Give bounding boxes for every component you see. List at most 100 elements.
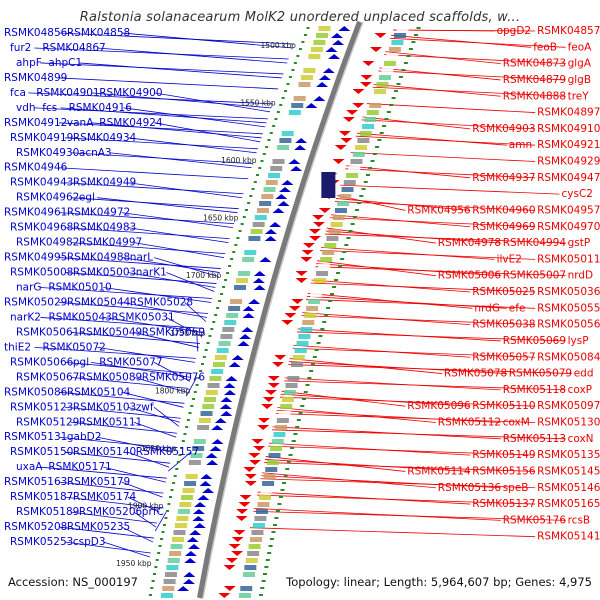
plus-strand-gene [262,397,275,402]
left-gene-label: RSMK04968 [10,222,73,234]
plus-strand-gene [332,159,345,164]
right-connector [264,459,471,472]
tick-dot [291,69,295,71]
feature-box-left [164,572,177,577]
feature-box-left [193,439,206,444]
plus-strand-gene [284,313,297,318]
minus-strand-gene [223,383,236,388]
right-connector [393,29,495,32]
plus-strand-gene [244,474,257,479]
tick-dot [296,419,301,421]
left-connector [121,391,184,408]
minus-strand-gene [248,299,261,304]
right-gene-label: coxN [568,433,594,445]
feature-box-right [320,257,333,262]
tick-dot [280,489,285,491]
feature-box-left [212,362,225,367]
right-connector [391,34,532,48]
feature-box-left [286,117,299,122]
feature-box-left [218,341,231,346]
tick-dot [181,440,185,442]
feature-box-left [232,292,245,297]
accession-text: Accession: NS_000197 [8,575,138,589]
minus-strand-gene [183,572,196,577]
feature-box-left [166,565,179,570]
plus-strand-gene [295,271,308,276]
left-gene-label: RSMK05059 [142,326,205,338]
plus-strand-gene [264,390,277,395]
right-gene-label: glgB [568,74,591,86]
feature-box-left [230,299,243,304]
left-connector [121,526,154,543]
left-connector [64,182,244,195]
right-gene-label: RSMK05136 [438,482,502,494]
right-connector [280,393,471,407]
feature-box-right [312,285,325,290]
left-connector [40,62,284,75]
right-gene-label: RSMK04978 [438,237,501,249]
left-gene-label: RSMK04949 [73,177,136,189]
tick-dot [158,545,162,547]
feature-box-left [234,285,247,290]
right-connector [326,227,436,244]
right-gene-label: RSMK05056 [537,319,600,331]
feature-box-left [187,467,200,472]
tick-dot [328,300,333,302]
right-gene-label: RSMK04873 [503,58,566,70]
right-connector [317,260,436,277]
feature-box-left [173,530,186,535]
plus-strand-gene [308,229,321,234]
feature-box-right [341,187,354,192]
tick-dot [346,237,351,239]
right-gene-label: RSMK05079 [509,368,572,380]
tick-dot [396,83,401,85]
tick-dot [278,496,283,498]
left-connector [40,287,213,299]
right-gene-label: RSMK04970 [537,221,600,233]
feature-box-left [298,82,311,87]
left-connector [109,152,252,169]
left-gene-label: prfC [142,506,164,518]
feature-box-left [300,75,313,80]
left-connector [97,347,195,363]
minus-strand-gene [189,530,202,535]
label-connectors [28,29,572,558]
plus-strand-gene [231,537,244,542]
right-gene-label: RSMK05069 [503,335,566,347]
left-gene-label: RSMK05089 [79,371,142,383]
scale-label: 1950 kbp [116,559,152,568]
genome-summary: Topology: linear; Length: 5,964,607 bp; … [286,575,592,589]
left-gene-label: RSMK05253 [10,536,73,548]
tick-dot [354,209,359,211]
tick-dot [253,181,257,183]
tick-dot [202,356,206,358]
minus-strand-gene [313,96,326,101]
feature-box-right [386,54,399,59]
left-gene-label: RSMK04982 [16,237,79,249]
tick-dot [212,321,216,323]
minus-strand-gene [288,159,301,164]
right-gene-label: RSMK05149 [472,449,535,461]
right-connector [367,103,536,113]
tick-dot [224,279,228,281]
tick-dot [303,391,308,393]
feature-box-left [303,68,316,73]
tick-dot [272,125,276,127]
feature-box-left [296,89,309,94]
right-gene-label: RSMK04956 [407,204,471,216]
tick-dot [286,461,291,463]
feature-box-right [282,397,295,402]
left-connector [127,496,160,513]
feature-box-left [270,166,283,171]
plus-strand-gene [295,278,308,283]
left-gene-label: narG [16,282,42,294]
right-connector [311,279,471,293]
feature-box-left [293,96,306,101]
minus-strand-gene [220,411,233,416]
tick-dot [226,272,230,274]
feature-box-left [279,138,292,143]
feature-box-left [207,383,220,388]
right-gene-label: gstP [568,237,591,249]
tick-dot [300,405,305,407]
tick-dot [309,370,314,372]
